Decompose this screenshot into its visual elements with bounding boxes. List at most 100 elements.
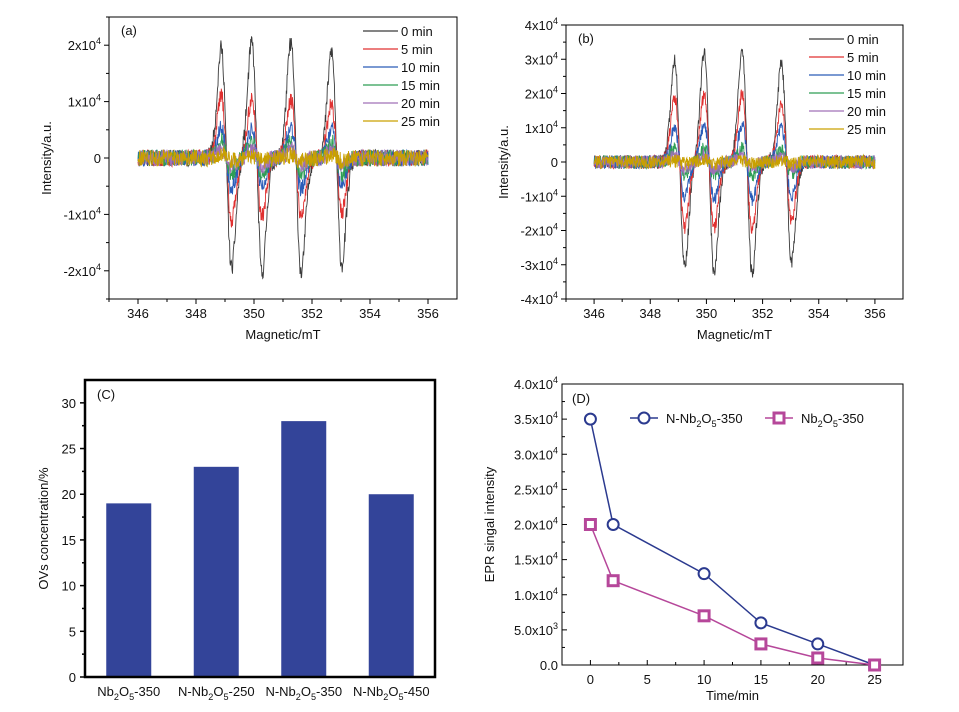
data-point [754,616,768,630]
panel-label: (D) [572,391,590,406]
panel-label: (C) [97,387,115,402]
panel-label: (b) [578,31,594,46]
x-tick-label: 0 [587,672,594,687]
y-tick-label: 2x104 [68,36,101,53]
x-category-label: Nb2O5-350 [97,684,160,702]
x-tick-label: 348 [639,306,661,321]
x-tick-label: 348 [185,306,207,321]
legend-label: 20 min [401,96,440,111]
y-tick-label: 3x104 [525,50,558,67]
y-tick-label: 10 [62,579,76,594]
series-line [589,524,875,666]
panel-c-ovs-bar-chart: Nb2O5-350 N-Nb2O5-250 N-Nb2O5-350 N-Nb2O5-4… [36,378,437,702]
data-point [606,518,620,531]
x-tick-label: 350 [243,306,265,321]
legend-label: 0 min [847,32,879,47]
y-tick-label: -1x104 [63,205,101,222]
x-axis-label: Magnetic/mT [245,327,320,342]
bar-N-Nb2O5-350 [281,421,327,677]
legend-label: N-Nb2O5-350 [666,411,743,429]
panel-b-epr-spectra: 346 348 350 352 354 356 -4x104 -3x104 -2x104 -1x1… [496,16,904,342]
y-tick-label: -2x104 [63,262,101,279]
y-tick-label: 0 [94,151,101,166]
legend-label: 25 min [401,114,440,129]
data-point [868,658,882,672]
y-axis-label: EPR singal intensity [482,466,497,582]
legend-label: 25 min [847,122,886,137]
y-tick-label: 2.0x104 [514,516,558,533]
y-tick-label: 3.0x104 [514,445,558,462]
bar-N-Nb2O5-250 [193,466,239,677]
trace-25-min [593,153,876,171]
series-Nb2O5-350 [583,518,882,672]
bar-Nb2O5-350 [106,503,152,677]
y-tick-label: 30 [62,396,76,411]
data-point [583,518,597,531]
x-tick-label: 10 [697,672,711,687]
data-point [811,637,825,651]
x-tick-label: 356 [864,306,886,321]
y-tick-label: 15 [62,533,76,548]
y-tick-label: 0 [551,155,558,170]
legend: 0 min 5 min 10 min 15 min 20 min 25 min [809,32,886,137]
x-tick-label: 5 [644,672,651,687]
y-tick-label: -1x104 [520,187,558,204]
legend-label: 15 min [847,86,886,101]
y-tick-label: 1.0x104 [514,586,558,603]
x-tick-label: 346 [127,306,149,321]
y-tick-label: 3.5x104 [514,410,558,427]
legend-label: 20 min [847,104,886,119]
legend-label: 10 min [847,68,886,83]
y-tick-label: 0.0 [540,658,558,673]
series-line [589,418,875,666]
y-axis-label: Intensity/a.u. [496,125,511,199]
x-axis-label: Time/min [706,688,759,703]
data-point [583,412,597,426]
data-point [754,637,768,651]
y-tick-label: 4.0x104 [514,375,558,392]
spectra-traces [593,47,876,278]
legend: N-Nb2O5-350 Nb2O5-350 [630,411,864,429]
y-tick-label: 1x104 [525,119,558,136]
panel-d-epr-decay-chart: 0 5 10 15 20 25 0.0 5.0x103 1.0x104 1.5x104 2.0x10… [482,375,904,703]
x-tick-label: 25 [867,672,881,687]
x-category-label: N-Nb2O5-250 [178,684,255,702]
y-tick-label: 5 [69,624,76,639]
data-point [811,651,825,665]
legend-label: 5 min [401,42,433,57]
y-axis-label: Intensity/a.u. [39,121,54,195]
x-tick-label: 20 [811,672,825,687]
data-point [606,574,620,588]
y-tick-label: 4x104 [525,16,558,33]
y-tick-label: 0 [69,670,76,685]
x-tick-label: 15 [754,672,768,687]
x-category-label: N-Nb2O5-450 [353,684,430,702]
y-tick-label: 1x104 [68,93,101,110]
x-tick-label: 354 [808,306,830,321]
y-tick-label: 1.5x104 [514,551,558,568]
x-tick-label: 352 [752,306,774,321]
panel-a-epr-spectra: 346 348 350 352 354 356 -2x104 -1x104 0 1x104 2x10… [39,16,458,342]
y-tick-label: -2x104 [520,222,558,239]
y-tick-label: -3x104 [520,256,558,273]
y-axis-label: OVs concentration/% [36,467,51,590]
y-tick-label: 5.0x103 [514,621,558,638]
data-point [697,567,711,581]
x-tick-label: 352 [301,306,323,321]
trace-25-min [137,146,429,170]
x-tick-label: 350 [696,306,718,321]
x-tick-label: 356 [417,306,439,321]
data-point [697,609,711,623]
plot-frame [83,378,437,679]
x-axis-label: Magnetic/mT [697,327,772,342]
legend-marker [772,411,786,425]
legend: 0 min 5 min 10 min 15 min 20 min 25 min [363,24,440,129]
y-tick-label: -4x104 [520,290,558,307]
legend-label: 10 min [401,60,440,75]
y-tick-label: 25 [62,442,76,457]
legend-label: 15 min [401,78,440,93]
y-tick-label: 2.5x104 [514,480,558,497]
x-tick-label: 354 [359,306,381,321]
spectra-traces [137,36,429,280]
